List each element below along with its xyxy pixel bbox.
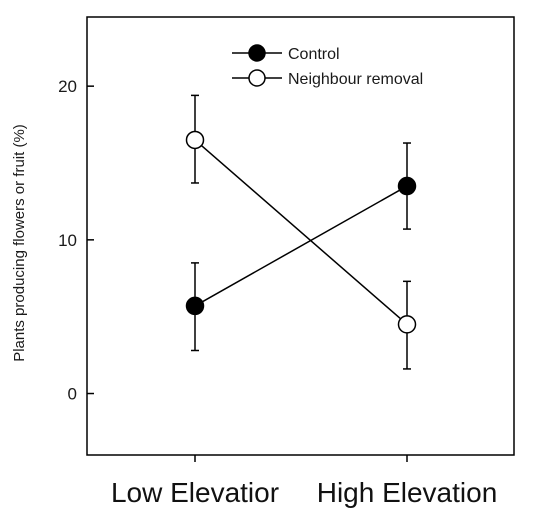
legend: Control Neighbour removal (232, 44, 423, 88)
legend-label-neighbour-removal: Neighbour removal (288, 71, 423, 88)
plot-frame (86, 16, 515, 456)
x-tick-label: Low Elevatior (111, 477, 279, 508)
series-line (194, 185, 408, 307)
x-axis: Low Elevatior High Elevation (111, 455, 497, 508)
data-point (397, 176, 417, 196)
y-tick-label: 20 (58, 77, 77, 96)
data-point (185, 130, 205, 150)
y-tick-label: 10 (58, 231, 77, 250)
series-neighbour-removal (185, 94, 417, 370)
x-tick-label: High Elevation (317, 477, 498, 508)
legend-marker-control (248, 44, 266, 62)
series-control (185, 142, 417, 352)
y-axis: 0 10 20 (58, 77, 94, 404)
data-point (185, 296, 205, 316)
legend-label-control: Control (288, 46, 340, 63)
y-tick-label: 0 (68, 385, 77, 404)
legend-marker-neighbour-removal (248, 69, 266, 87)
series-layer (185, 94, 417, 370)
series-line (194, 139, 408, 325)
data-point (397, 315, 417, 334)
y-axis-title: Plants producing flowers or fruit (%) (11, 124, 28, 362)
